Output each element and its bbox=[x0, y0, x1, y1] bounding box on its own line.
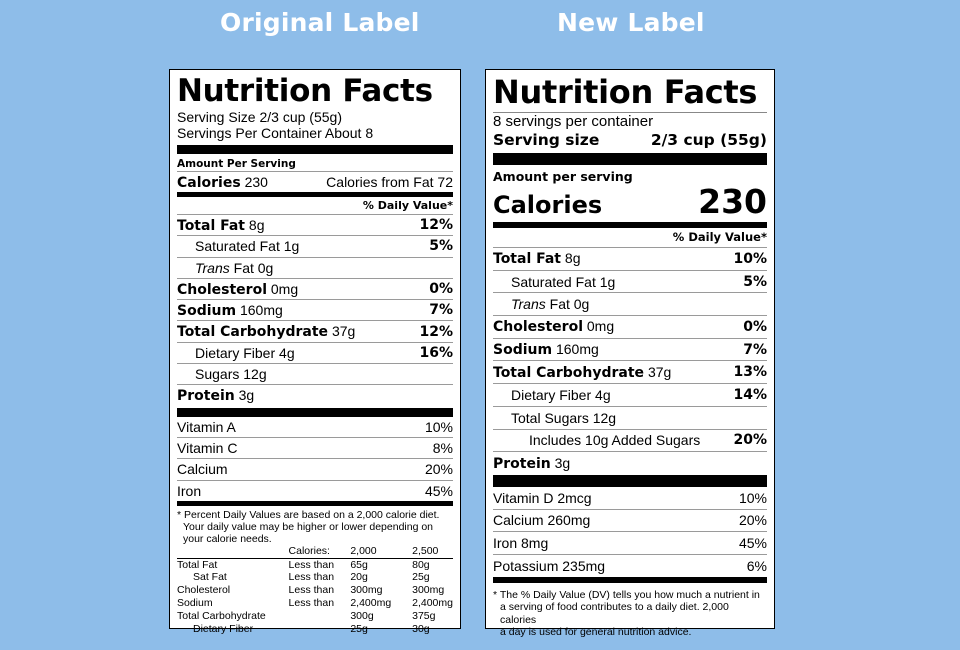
original-serving-size: Serving Size 2/3 cup (55g) bbox=[177, 109, 342, 125]
thick-divider bbox=[493, 474, 767, 487]
new-row-trans-fat: Trans Fat 0g bbox=[493, 292, 767, 315]
new-row-total-carbohydrate: Total Carbohydrate 37g 13% bbox=[493, 360, 767, 383]
new-row-iron: Iron 8mg 45% bbox=[493, 531, 767, 554]
new-row-calcium: Calcium 260mg 20% bbox=[493, 508, 767, 532]
original-servings-per-container: Servings Per Container About 8 bbox=[177, 125, 374, 141]
original-row-dietary-fiber: Dietary Fiber 4g 16% bbox=[177, 341, 453, 363]
original-row-vitamin-a: Vitamin A 10% bbox=[177, 418, 453, 435]
new-row-dietary-fiber: Dietary Fiber 4g 14% bbox=[493, 383, 767, 406]
new-calories-label: Calories bbox=[493, 191, 603, 219]
new-nutrition-label: Nutrition Facts 8 servings per container… bbox=[485, 69, 775, 638]
original-row-sodium: Sodium 160mg 7% bbox=[177, 299, 453, 320]
original-footer-table: Calories: 2,000 2,500 Total Fat Less than… bbox=[177, 544, 453, 635]
original-calories-row: Calories 230 Calories from Fat 72 bbox=[177, 171, 453, 192]
original-amount-per-serving: Amount Per Serving bbox=[177, 158, 296, 170]
medium-divider bbox=[493, 222, 767, 228]
thick-divider bbox=[177, 407, 453, 417]
original-label-heading: Original Label bbox=[220, 8, 420, 37]
original-nutrition-label: Nutrition Facts Serving Size 2/3 cup (55… bbox=[169, 69, 461, 635]
original-row-iron: Iron 45% bbox=[177, 479, 453, 501]
new-serving-size-value: 2/3 cup (55g) bbox=[650, 131, 767, 149]
thick-divider bbox=[493, 153, 767, 165]
original-row-protein: Protein 3g bbox=[177, 384, 453, 405]
new-row-total-sugars: Total Sugars 12g bbox=[493, 405, 767, 429]
original-row-cholesterol: Cholesterol 0mg 0% bbox=[177, 277, 453, 299]
original-calories-label: Calories bbox=[177, 174, 241, 191]
new-title: Nutrition Facts bbox=[493, 73, 758, 111]
new-calories-row: Calories 230 bbox=[493, 184, 767, 220]
new-serving-size-row: Serving size 2/3 cup (55g) bbox=[493, 131, 767, 149]
original-title: Nutrition Facts bbox=[177, 73, 433, 109]
original-row-trans-fat: Trans Fat 0g bbox=[177, 256, 453, 278]
new-calories-value: 230 bbox=[698, 182, 767, 221]
new-row-cholesterol: Cholesterol 0mg 0% bbox=[493, 315, 767, 338]
original-row-vitamin-c: Vitamin C 8% bbox=[177, 436, 453, 458]
new-row-saturated-fat: Saturated Fat 1g 5% bbox=[493, 269, 767, 293]
new-servings-per-container: 8 servings per container bbox=[493, 113, 654, 130]
original-calories-from-fat: Calories from Fat 72 bbox=[326, 174, 453, 190]
new-footnote: * The % Daily Value (DV) tells you how m… bbox=[493, 576, 767, 639]
original-row-calcium: Calcium 20% bbox=[177, 458, 453, 479]
original-row-saturated-fat: Saturated Fat 1g 5% bbox=[177, 235, 453, 256]
new-row-potassium: Potassium 235mg 6% bbox=[493, 553, 767, 577]
original-row-total-fat: Total Fat 8g 12% bbox=[177, 214, 453, 235]
original-row-sugars: Sugars 12g bbox=[177, 363, 453, 384]
new-dv-header: % Daily Value* bbox=[672, 230, 767, 244]
original-footnote: * Percent Daily Values are based on a 2,… bbox=[177, 500, 453, 545]
new-row-protein: Protein 3g bbox=[493, 451, 767, 474]
new-amount-per-serving: Amount per serving bbox=[493, 169, 633, 184]
medium-divider bbox=[177, 192, 453, 197]
original-dv-header: % Daily Value* bbox=[362, 199, 453, 212]
new-serving-size-label: Serving size bbox=[493, 131, 600, 149]
new-row-added-sugars: Includes 10g Added Sugars 20% bbox=[493, 428, 767, 452]
new-row-sodium: Sodium 160mg 7% bbox=[493, 337, 767, 361]
new-row-total-fat: Total Fat 8g 10% bbox=[493, 247, 767, 270]
thick-divider bbox=[177, 145, 453, 154]
new-label-heading: New Label bbox=[557, 8, 705, 37]
new-row-vitamin-d: Vitamin D 2mcg 10% bbox=[493, 489, 767, 506]
original-calories-value: 230 bbox=[244, 173, 268, 190]
original-row-total-carbohydrate: Total Carbohydrate 37g 12% bbox=[177, 320, 453, 341]
